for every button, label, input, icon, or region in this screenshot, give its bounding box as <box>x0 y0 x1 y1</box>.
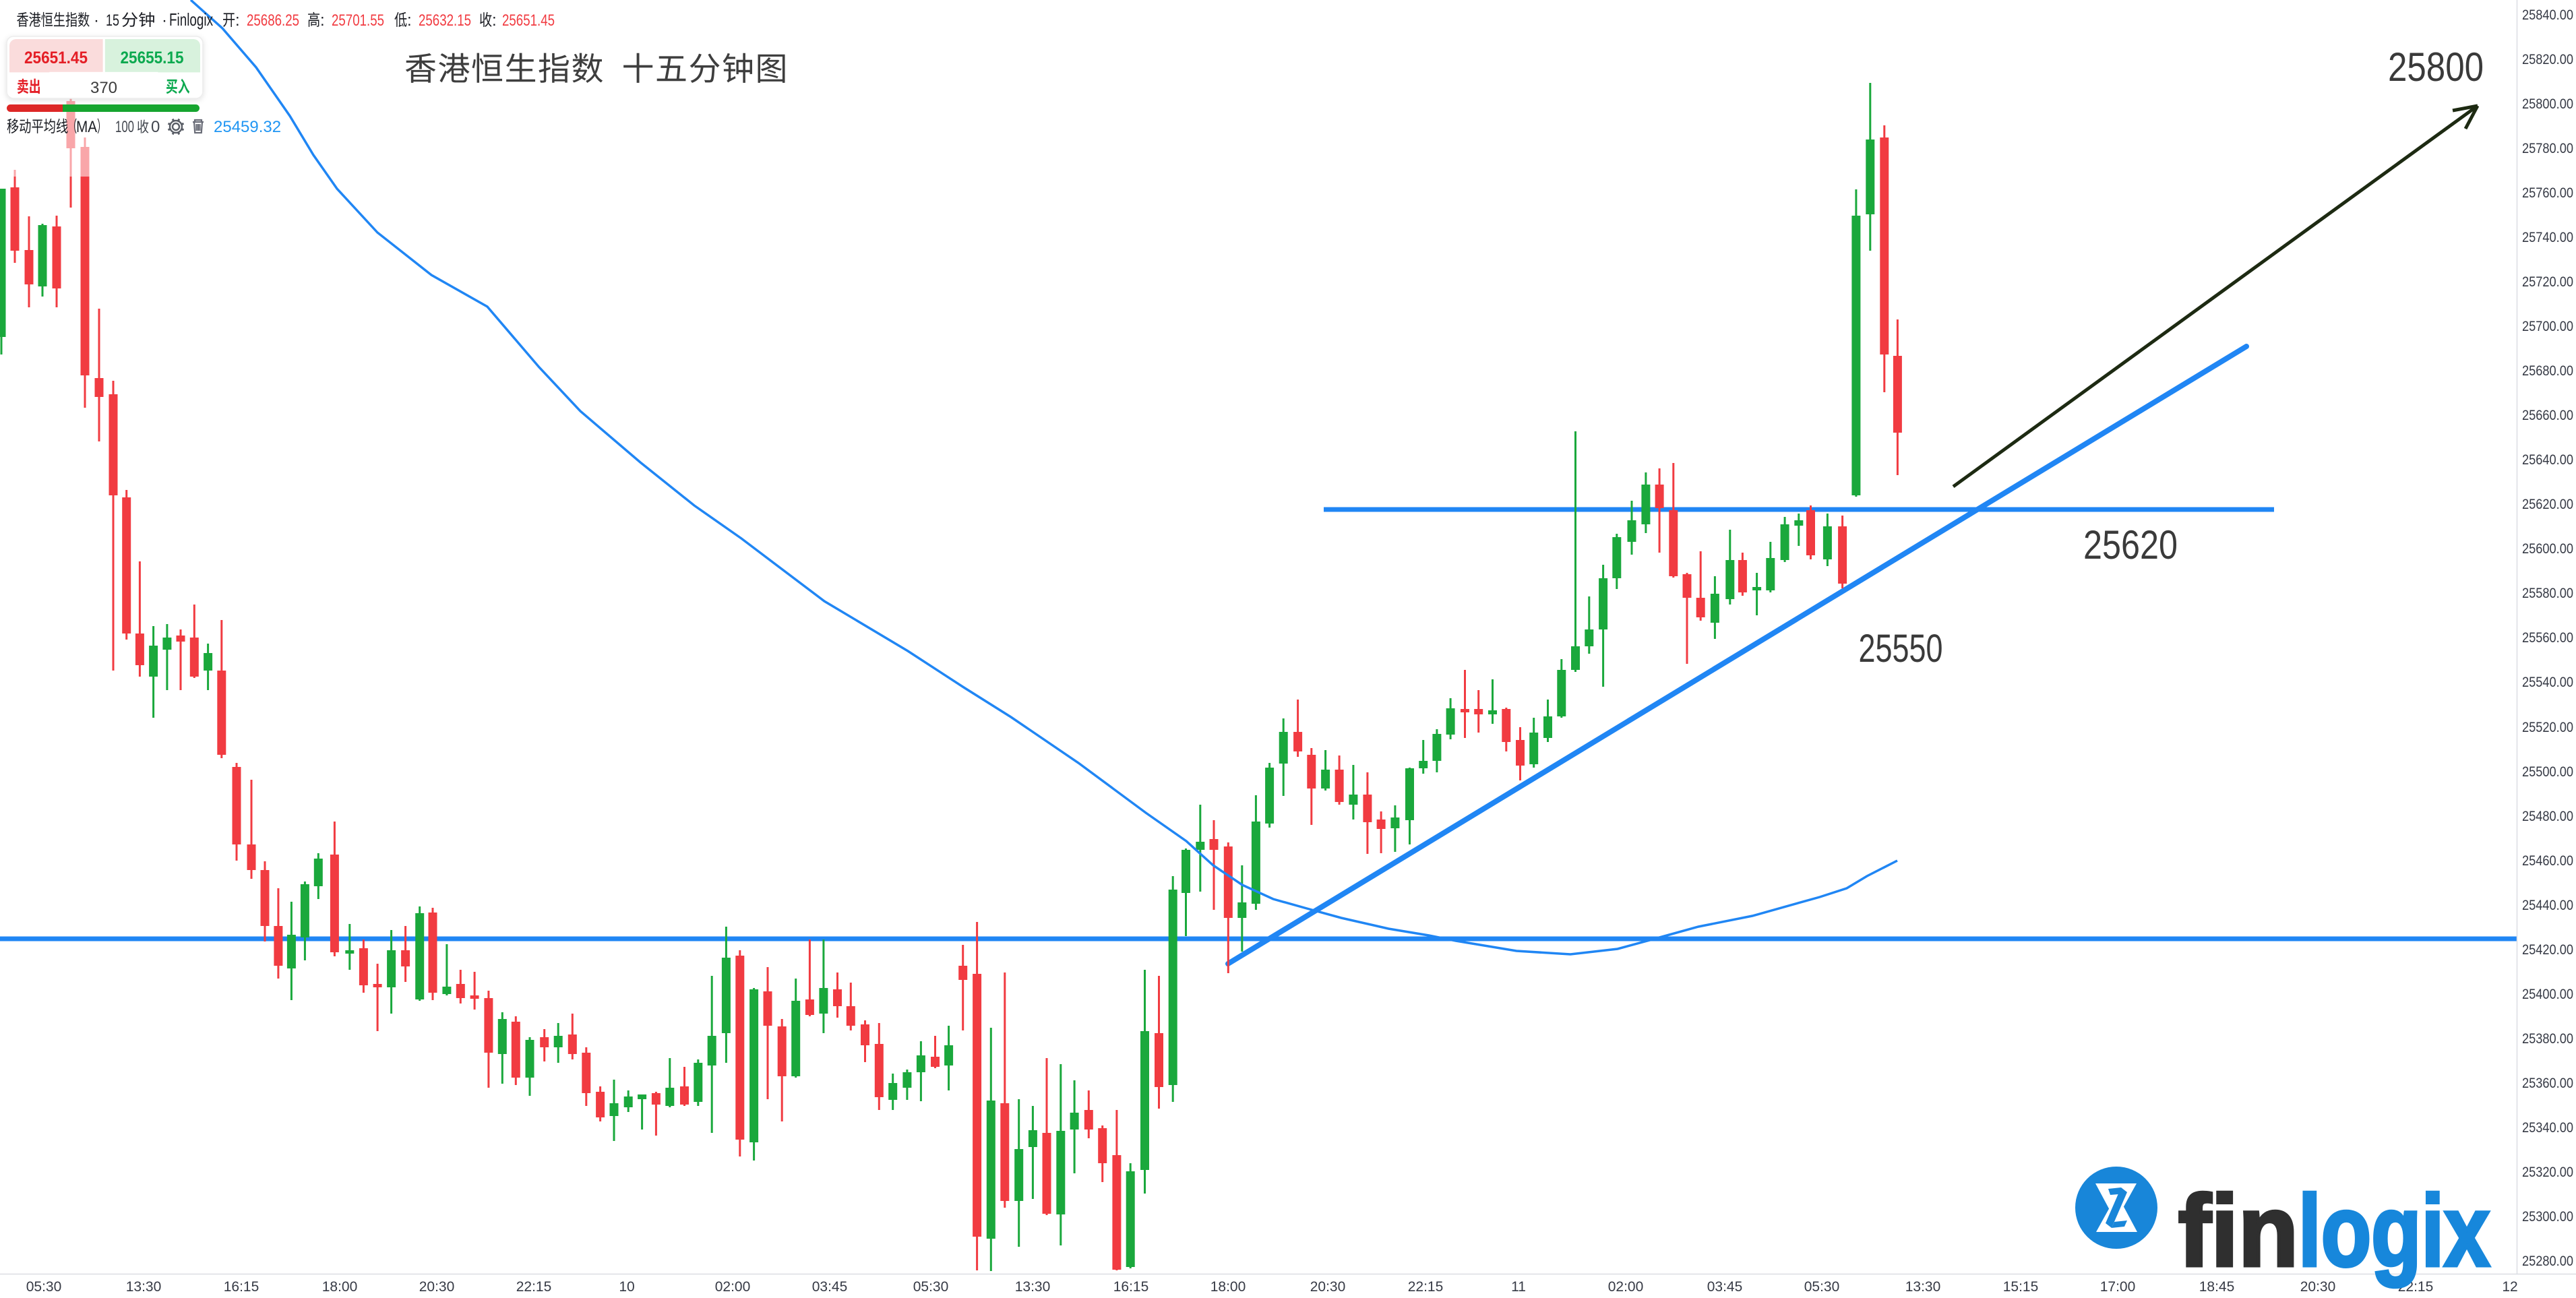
svg-text:25500.00: 25500.00 <box>2522 764 2573 780</box>
svg-text:25480.00: 25480.00 <box>2522 809 2573 824</box>
svg-text:100: 100 <box>115 118 134 136</box>
svg-text:25340.00: 25340.00 <box>2522 1120 2573 1136</box>
svg-text:16:15: 16:15 <box>224 1279 259 1295</box>
svg-text:10: 10 <box>619 1279 634 1295</box>
svg-text:02:00: 02:00 <box>715 1279 751 1295</box>
svg-text:25800: 25800 <box>2388 44 2484 90</box>
svg-text:25420.00: 25420.00 <box>2522 942 2573 958</box>
svg-text:13:30: 13:30 <box>1015 1279 1051 1295</box>
svg-text:25400.00: 25400.00 <box>2522 987 2573 1002</box>
svg-text:22:15: 22:15 <box>2398 1279 2434 1295</box>
svg-text:25660.00: 25660.00 <box>2522 408 2573 423</box>
svg-text:25800.00: 25800.00 <box>2522 96 2573 112</box>
svg-text:25460.00: 25460.00 <box>2522 853 2573 869</box>
svg-text:0: 0 <box>151 118 160 136</box>
svg-text:25580.00: 25580.00 <box>2522 586 2573 601</box>
svg-text:20:30: 20:30 <box>2300 1279 2336 1295</box>
svg-text:20:30: 20:30 <box>419 1279 455 1295</box>
svg-text:05:30: 05:30 <box>26 1279 62 1295</box>
svg-text:15:15: 15:15 <box>2003 1279 2039 1295</box>
svg-text::: : <box>407 11 412 30</box>
svg-text:25550: 25550 <box>1859 627 1943 671</box>
svg-text:25651.45: 25651.45 <box>24 49 88 67</box>
svg-text::: : <box>492 11 497 30</box>
svg-text:25720.00: 25720.00 <box>2522 274 2573 290</box>
svg-text:25740.00: 25740.00 <box>2522 230 2573 245</box>
svg-text:25840.00: 25840.00 <box>2522 7 2573 23</box>
svg-text:22:15: 22:15 <box>1408 1279 1444 1295</box>
svg-text:22:15: 22:15 <box>516 1279 552 1295</box>
svg-text:12: 12 <box>2502 1279 2517 1295</box>
svg-text:02:00: 02:00 <box>1608 1279 1644 1295</box>
svg-text:MA: MA <box>76 118 97 136</box>
svg-text:25360.00: 25360.00 <box>2522 1076 2573 1091</box>
svg-text:05:30: 05:30 <box>1804 1279 1840 1295</box>
svg-text:18:45: 18:45 <box>2199 1279 2235 1295</box>
svg-text:·: · <box>94 11 99 30</box>
svg-text::: : <box>320 11 325 30</box>
svg-text:03:45: 03:45 <box>1707 1279 1743 1295</box>
svg-text:fin: fin <box>2178 1174 2298 1287</box>
svg-text:20:30: 20:30 <box>1310 1279 1346 1295</box>
svg-text:25640.00: 25640.00 <box>2522 452 2573 468</box>
svg-text:25380.00: 25380.00 <box>2522 1031 2573 1047</box>
svg-text:25655.15: 25655.15 <box>121 49 184 67</box>
svg-text:18:00: 18:00 <box>1210 1279 1246 1295</box>
svg-text::: : <box>235 11 240 30</box>
svg-text:25300.00: 25300.00 <box>2522 1209 2573 1225</box>
svg-text:25440.00: 25440.00 <box>2522 898 2573 913</box>
svg-text:·: · <box>162 11 167 30</box>
svg-text:25600.00: 25600.00 <box>2522 541 2573 557</box>
svg-text:25620.00: 25620.00 <box>2522 497 2573 512</box>
svg-text:18:00: 18:00 <box>322 1279 358 1295</box>
svg-text:25520.00: 25520.00 <box>2522 720 2573 735</box>
svg-text:16:15: 16:15 <box>1113 1279 1149 1295</box>
svg-text:25280.00: 25280.00 <box>2522 1254 2573 1269</box>
svg-text:25560.00: 25560.00 <box>2522 630 2573 646</box>
svg-text:25632.15: 25632.15 <box>419 11 471 30</box>
svg-text:370: 370 <box>90 79 117 97</box>
svg-text:25686.25: 25686.25 <box>247 11 299 30</box>
svg-text:17:00: 17:00 <box>2100 1279 2136 1295</box>
svg-text:25320.00: 25320.00 <box>2522 1165 2573 1180</box>
svg-text:13:30: 13:30 <box>126 1279 162 1295</box>
svg-text:25459.32: 25459.32 <box>214 118 281 136</box>
svg-text:25760.00: 25760.00 <box>2522 185 2573 201</box>
svg-text:25540.00: 25540.00 <box>2522 675 2573 690</box>
svg-text:15: 15 <box>106 11 119 30</box>
svg-text:03:45: 03:45 <box>812 1279 848 1295</box>
svg-text:11: 11 <box>1511 1279 1526 1295</box>
svg-text:25620: 25620 <box>2083 522 2178 567</box>
svg-text:13:30: 13:30 <box>1905 1279 1941 1295</box>
svg-text:25651.45: 25651.45 <box>502 11 555 30</box>
svg-text:25680.00: 25680.00 <box>2522 363 2573 379</box>
svg-text:25780.00: 25780.00 <box>2522 141 2573 156</box>
svg-text:05:30: 05:30 <box>913 1279 949 1295</box>
svg-text:25820.00: 25820.00 <box>2522 52 2573 67</box>
svg-text:Finlogix: Finlogix <box>169 9 213 30</box>
svg-text:25701.55: 25701.55 <box>332 11 384 30</box>
svg-text:25700.00: 25700.00 <box>2522 319 2573 334</box>
svg-text:logix: logix <box>2298 1174 2490 1287</box>
